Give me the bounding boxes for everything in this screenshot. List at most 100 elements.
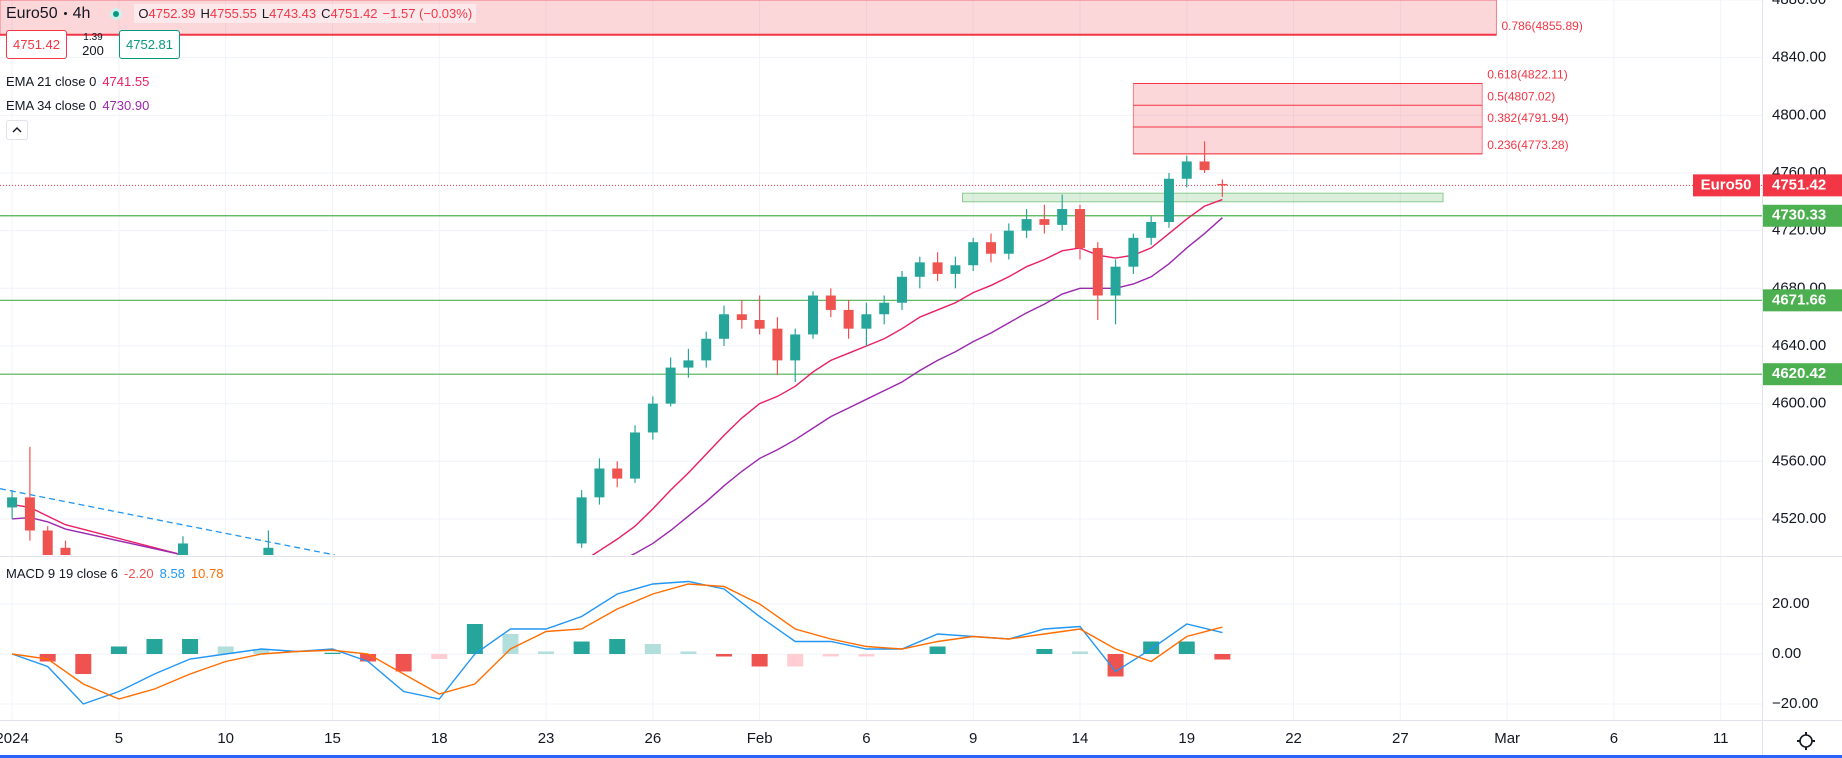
- x-tick-label: 10: [217, 730, 234, 747]
- histogram-bar: [929, 646, 946, 654]
- candle-body: [60, 547, 71, 555]
- buy-button[interactable]: 4752.81: [119, 30, 180, 59]
- spread-box: 1.39 200: [75, 32, 111, 58]
- candle-body: [7, 497, 18, 508]
- fib-label: 0.382(4791.94): [1487, 111, 1568, 125]
- x-tick-label: 15: [324, 730, 341, 747]
- histogram-bar: [395, 654, 412, 672]
- candle-body: [1021, 219, 1032, 231]
- candle-body: [1092, 247, 1103, 296]
- quantity[interactable]: 200: [82, 42, 104, 58]
- histogram-bar: [360, 654, 377, 662]
- level-label: 4671.66: [1772, 291, 1826, 308]
- zone: [962, 192, 1444, 203]
- bottom-bar: [0, 755, 1842, 758]
- trend-line: [0, 488, 336, 555]
- histogram-bar: [146, 639, 163, 654]
- x-tick-label: Mar: [1494, 730, 1520, 747]
- indicator-value: 4730.90: [102, 98, 150, 113]
- y-tick-label: 4800.00: [1772, 106, 1826, 123]
- fib-label: 0.236(4773.28): [1487, 138, 1568, 152]
- candle-body: [1039, 219, 1050, 225]
- candle-body: [897, 276, 908, 303]
- settings-icon[interactable]: [1797, 732, 1815, 750]
- x-tick-label: 26: [644, 730, 661, 747]
- ohlc-key: H: [200, 6, 210, 21]
- candle-body: [263, 547, 274, 555]
- ohlc-key: O: [138, 6, 149, 21]
- y-tick-label: 4560.00: [1772, 452, 1826, 469]
- histogram-bar: [75, 654, 92, 674]
- grid: [0, 0, 1762, 720]
- histogram-bar: [324, 652, 341, 654]
- histogram-bar: [609, 639, 626, 654]
- candle-body: [1181, 161, 1192, 179]
- histogram-bar: [466, 624, 483, 654]
- ohlc-value: 4755.55: [209, 6, 257, 21]
- candle-body: [1163, 178, 1174, 222]
- indicator-name: MACD 9 19 close 6: [6, 566, 118, 581]
- change: −1.57 (−0.03%): [382, 6, 473, 21]
- candle-body: [683, 360, 694, 368]
- x-tick-label: 6: [1610, 730, 1618, 747]
- candle-body: [1128, 237, 1139, 267]
- histogram-bar: [644, 644, 661, 654]
- histogram-bar: [1178, 641, 1195, 654]
- ohlc-key: C: [321, 6, 331, 21]
- level-label: 4730.33: [1772, 207, 1826, 224]
- histogram-bar: [822, 654, 839, 657]
- candle-body: [861, 314, 872, 329]
- indicator-value: 8.58: [159, 566, 185, 581]
- candle-body: [736, 314, 747, 321]
- indicator-name: EMA 34 close 0: [6, 98, 97, 113]
- candle-body: [630, 432, 641, 479]
- histogram-bar: [110, 646, 127, 654]
- y-tick-label: 4640.00: [1772, 337, 1826, 354]
- x-tick-label: 5: [115, 730, 123, 747]
- histogram-bar: [538, 651, 555, 654]
- candle-body: [754, 320, 765, 329]
- candle-body: [1146, 222, 1157, 238]
- candle-body: [594, 468, 605, 498]
- histogram-bar: [1107, 654, 1124, 677]
- candle-body: [932, 262, 943, 274]
- interval: 4h: [72, 4, 91, 22]
- level-badge: [1763, 289, 1842, 312]
- price-badge-label: 4751.42: [1772, 176, 1826, 193]
- market-status[interactable]: [110, 7, 123, 20]
- separator: [63, 12, 67, 15]
- macd-line: [11, 580, 1223, 705]
- indicator-value: 4741.55: [102, 74, 150, 89]
- collapse-button[interactable]: [6, 120, 28, 140]
- histogram-bar: [431, 654, 448, 659]
- histogram-bar: [182, 639, 199, 654]
- y-tick-label: 4520.00: [1772, 510, 1826, 527]
- candle-body: [790, 334, 801, 361]
- x-tick-label: 9: [969, 730, 977, 747]
- candle-body: [576, 497, 587, 544]
- ohlc-value: 4752.39: [148, 6, 196, 21]
- ema-line: [12, 217, 1223, 555]
- candle-body: [1003, 230, 1014, 254]
- candle-body: [985, 242, 996, 254]
- histogram-bar: [217, 646, 234, 654]
- candle-body: [879, 302, 890, 315]
- candle-body: [665, 367, 676, 404]
- y-tick-label: 4840.00: [1772, 49, 1826, 66]
- symbol-badge-label: Euro50: [1701, 176, 1752, 193]
- indicator-name: EMA 21 close 0: [6, 74, 97, 89]
- sell-button[interactable]: 4751.42: [6, 30, 67, 59]
- ema-line: [11, 198, 1223, 555]
- candle-body: [1217, 183, 1228, 186]
- indicator-legend: EMA 21 close 0 4741.55: [6, 74, 149, 89]
- fib-label: 0.5(4807.02): [1487, 89, 1555, 103]
- candle-body: [719, 314, 730, 339]
- signal-line: [12, 583, 1223, 700]
- candle-body: [24, 497, 35, 531]
- ohlc-key: L: [261, 6, 270, 21]
- histogram-bar: [502, 634, 519, 654]
- symbol-legend: Euro50 4h O4752.39 H4755.55 L4743.43 C47…: [6, 4, 477, 23]
- zone: [1132, 82, 1483, 155]
- ohlc-item: L4743.43: [262, 6, 316, 21]
